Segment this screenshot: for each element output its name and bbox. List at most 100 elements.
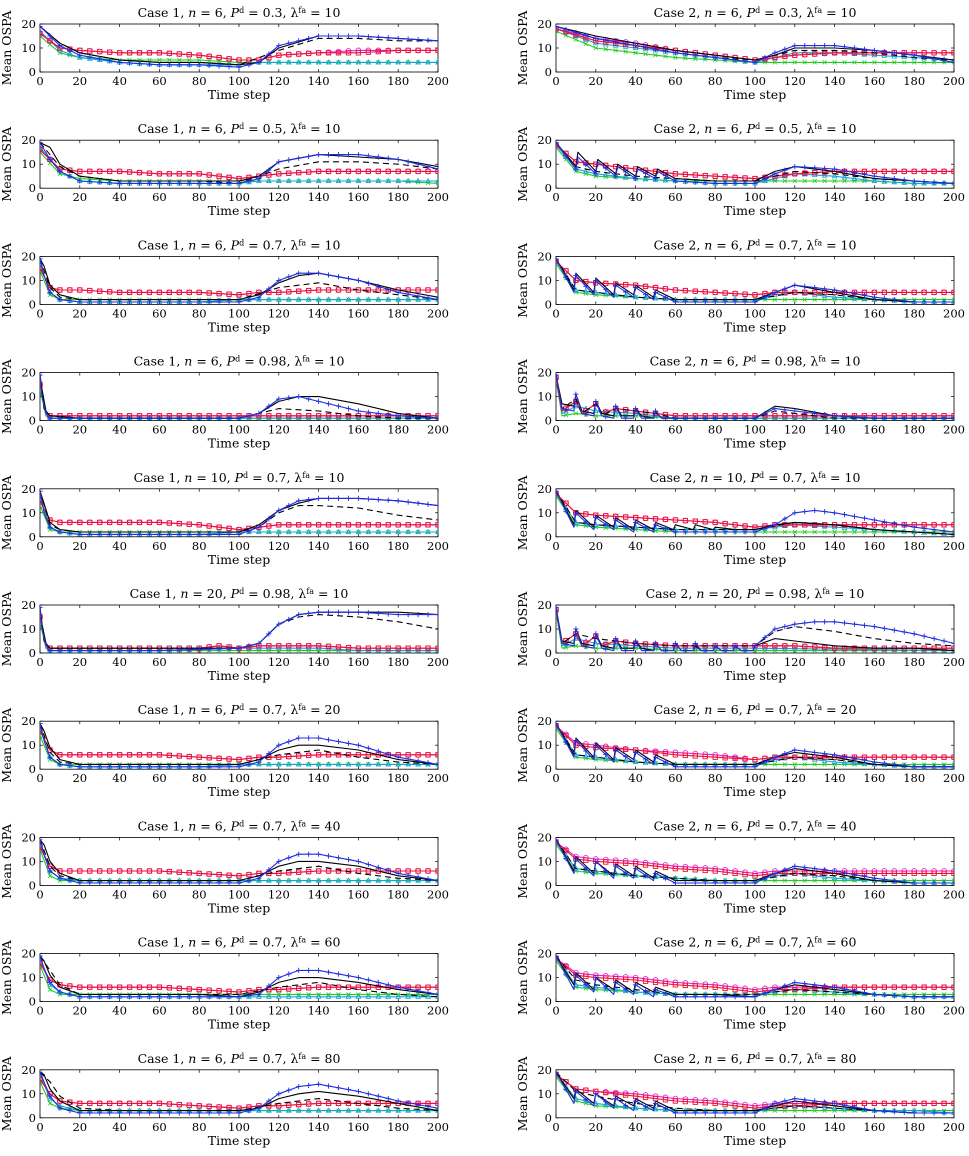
data-point [593,35,599,41]
data-point [375,528,382,534]
data-point [692,994,698,1000]
data-point [126,180,133,186]
data-point [286,986,292,992]
series-line [40,730,438,761]
data-point [316,398,322,404]
data-point [852,529,857,535]
data-point [762,990,768,996]
x-tick-label: 0 [552,1004,559,1018]
data-point [97,519,103,526]
data-point [176,985,182,992]
data-point [663,529,668,534]
data-point [682,529,688,535]
y-tick-label: 20 [21,1063,36,1077]
data-point [653,52,658,58]
data-point [286,289,292,295]
data-point [345,495,352,501]
data-point [97,752,103,758]
x-tick-label: 180 [387,74,409,88]
data-point [196,522,202,528]
data-point [891,50,897,56]
data-point [395,528,402,534]
data-point [822,644,828,651]
data-point [296,270,302,276]
y-tick-label: 0 [29,297,36,311]
x-tick-label: 120 [784,306,806,320]
data-point [633,285,639,291]
data-point [156,180,162,186]
panel-title: Case 1, n = 6, Pd = 0.3, λfa = 10 [138,5,341,20]
data-point [266,167,272,173]
data-point [156,50,163,56]
data-point [692,288,698,294]
data-point [851,755,858,761]
data-point [802,409,808,415]
x-tick-label: 100 [228,423,250,437]
data-point [722,985,728,992]
data-point [861,415,868,421]
data-point [911,52,917,58]
data-point [712,289,718,296]
data-point [583,748,589,754]
data-point [881,174,887,180]
data-point [435,645,438,651]
x-tick-label: 80 [708,655,723,669]
data-point [196,62,202,68]
data-point [116,50,123,56]
data-point [642,170,649,176]
data-point [285,877,292,883]
data-point [622,174,629,180]
data-point [613,517,619,523]
data-point [732,994,738,1000]
y-axis-label: Mean OSPA [0,939,14,1015]
data-point [216,299,222,305]
x-tick-label: 120 [268,423,290,437]
data-point [672,752,679,758]
data-point [792,164,798,170]
data-point [822,286,828,292]
data-point [712,880,718,886]
x-tick-label: 20 [72,1120,87,1134]
data-point [742,988,748,994]
data-point [186,764,192,770]
data-point [296,413,302,419]
data-point [306,35,312,41]
data-point [87,168,93,175]
data-point [673,55,678,60]
data-point [186,521,192,527]
series-blue [40,140,438,186]
data-point [256,640,262,646]
data-point [87,299,93,305]
data-point [712,868,718,874]
data-point [921,984,927,990]
data-point [126,648,133,653]
data-point [672,865,679,872]
data-point [901,168,907,175]
data-point [296,985,302,992]
x-tick-label: 120 [784,655,806,669]
data-point [76,54,83,60]
data-point [821,292,828,298]
data-point [435,761,438,767]
data-point [901,629,907,635]
x-tick-label: 60 [152,1120,167,1134]
data-point [732,764,738,770]
data-point [226,756,232,762]
data-point [891,289,897,296]
data-point [216,54,222,61]
data-point [802,620,808,626]
panel-case1-4: Case 1, n = 6, Pd = 0.7, λfa = 100 20 40 60… [0,237,449,334]
data-point [345,761,352,767]
data-point [583,411,589,417]
data-point [365,522,371,528]
data-point [822,297,827,302]
x-tick-label: 0 [552,423,559,437]
data-point [642,872,649,878]
series-line [40,723,438,765]
panel-case2-13: Case 2, n = 6, Pd = 0.7, λfa = 200 20 40 60… [515,702,965,799]
x-tick-label: 60 [668,887,683,901]
data-point [712,415,718,421]
x-tick-label: 180 [903,771,925,785]
y-tick-label: 10 [537,41,552,55]
data-point [822,178,827,184]
